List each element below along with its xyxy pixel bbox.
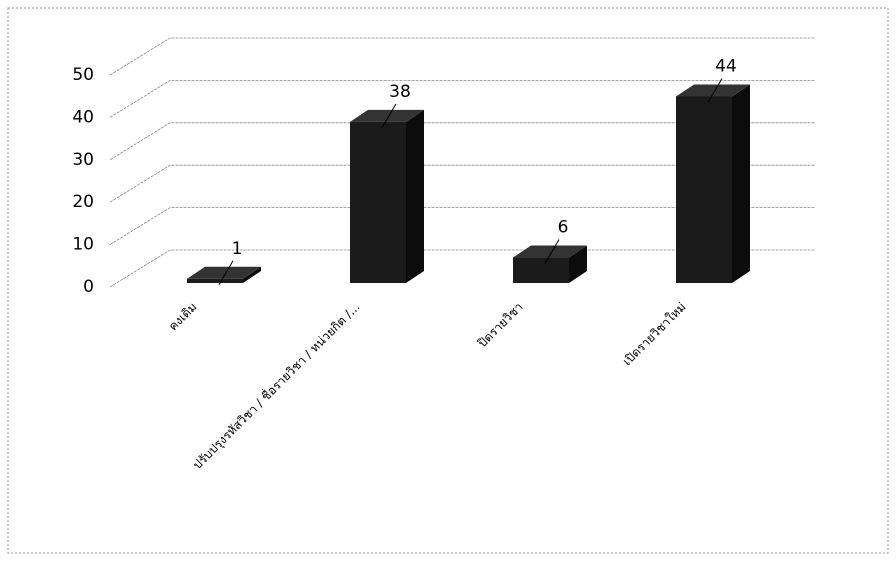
value-label: 1 [232,239,243,259]
grid-line [109,164,815,203]
bar-top [187,266,261,279]
x-tick-label: เปิดรายวิชาใหม่ [620,300,689,369]
x-tick-label: ปิดรายวิชา [475,300,526,351]
y-tick-label: 10 [72,235,94,255]
grid-line [109,122,815,161]
y-tick-label: 0 [83,277,94,297]
grid-line [109,249,815,288]
value-label: 6 [558,218,569,238]
bar [676,96,732,283]
x-tick-label: ปรับปรุงรหัสวิชา / ชื่อรายวิชา / หน่วยกิ… [189,298,363,472]
bar [513,257,569,283]
bar [350,121,406,283]
value-leader [544,239,560,264]
y-tick-label: 30 [72,150,94,170]
bar-side [406,109,424,283]
bar-top [513,245,587,258]
grid-line [109,80,815,118]
chart-border [7,7,889,554]
bar-side [569,245,587,283]
value-label: 44 [715,56,737,76]
grid-line [109,207,815,245]
x-tick-label: คงเดิม [166,300,200,334]
y-tick-label: 20 [72,192,94,212]
bar-side [243,266,261,283]
bar-top [676,84,750,97]
y-tick-label: 40 [72,107,94,127]
bar-top [350,109,424,122]
value-leader [707,78,723,103]
value-leader [381,103,397,129]
grid-line [109,37,815,76]
bar [187,278,243,283]
value-label: 38 [389,82,411,102]
bar-side [732,84,750,283]
value-leader [218,260,234,286]
y-tick-label: 50 [72,65,94,85]
